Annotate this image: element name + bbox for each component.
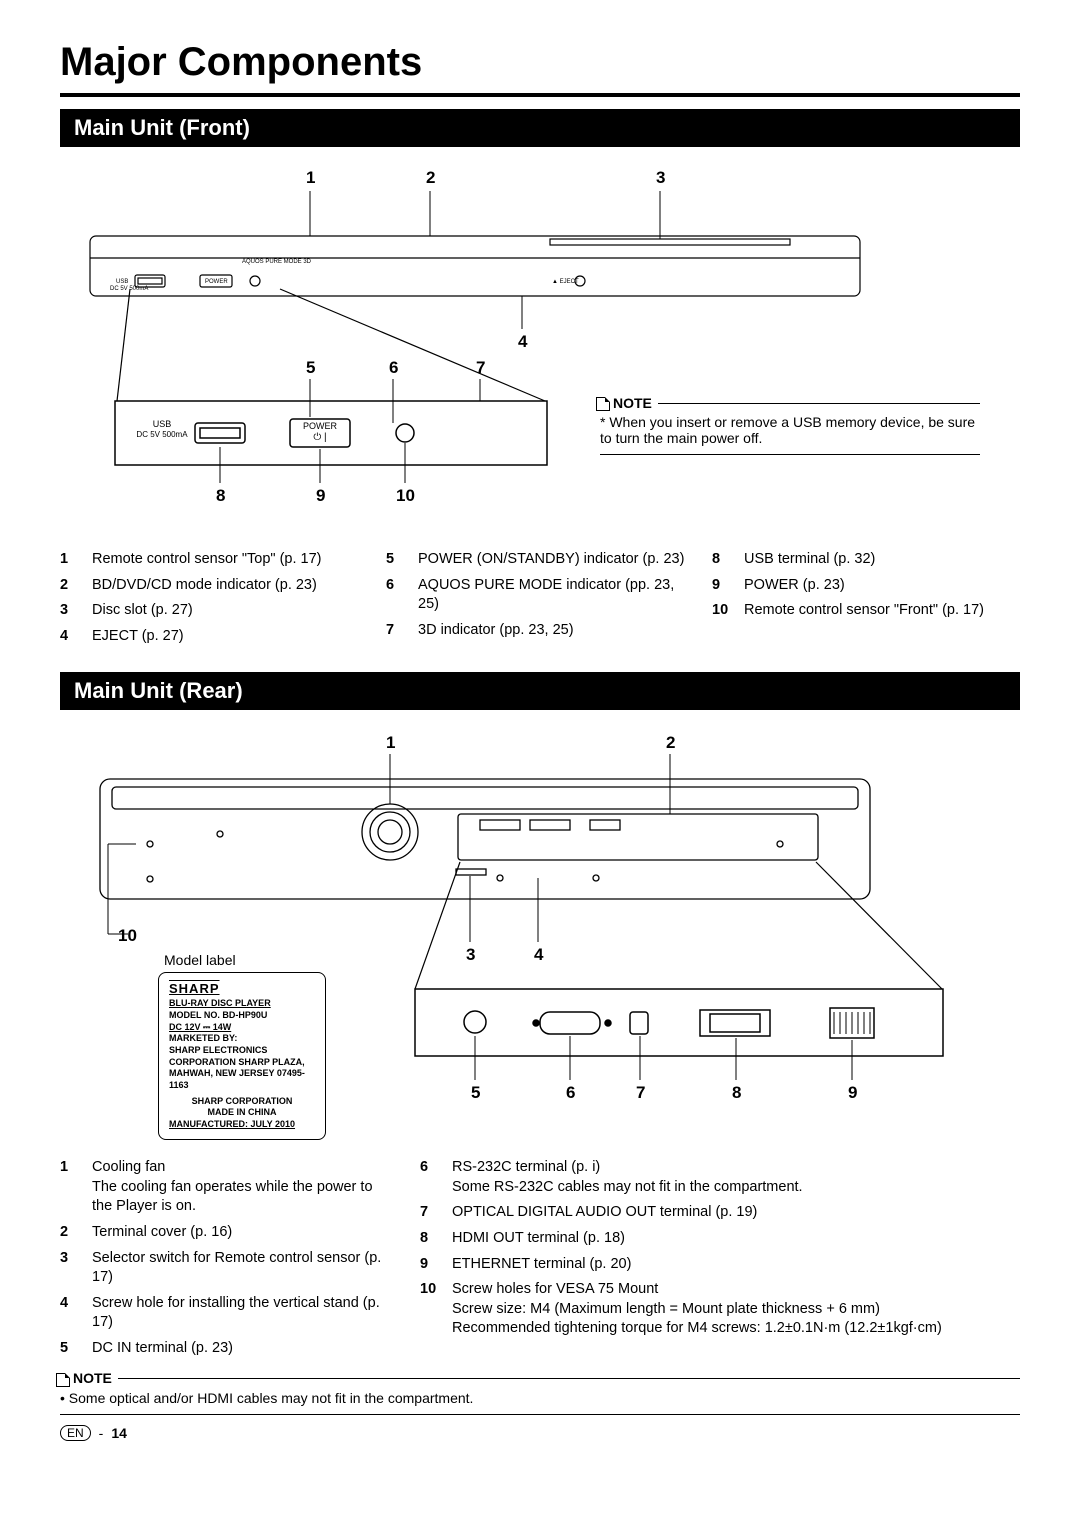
model-label-title: Model label — [164, 952, 326, 968]
front-note-box: NOTE * When you insert or remove a USB m… — [600, 403, 980, 455]
model-label: SHARP BLU-RAY DISC PLAYER MODEL NO. BD-H… — [158, 972, 326, 1139]
note-title: NOTE — [613, 395, 652, 411]
svg-text:6: 6 — [389, 358, 398, 377]
svg-text:5: 5 — [306, 358, 315, 377]
page-title: Major Components — [60, 40, 1020, 85]
svg-text:3: 3 — [466, 945, 475, 964]
svg-text:⏻ |: ⏻ | — [313, 432, 326, 443]
note-bullet: * — [600, 414, 605, 430]
section-header-front: Main Unit (Front) — [60, 109, 1020, 147]
svg-text:10: 10 — [396, 486, 415, 505]
note-icon — [596, 397, 610, 411]
page-number: 14 — [111, 1425, 127, 1441]
footer-dash: - — [99, 1425, 104, 1441]
note-title: NOTE — [73, 1370, 112, 1386]
front-num-3: 3 — [656, 168, 665, 187]
rear-note-box: NOTE • Some optical and/or HDMI cables m… — [60, 1378, 1020, 1414]
svg-text:5: 5 — [471, 1083, 480, 1102]
front-diagram: 1 2 3 4 USB DC 5V 500mA POWER AQUOS PURE… — [60, 161, 1020, 536]
svg-text:1: 1 — [386, 733, 395, 752]
front-note-text: When you insert or remove a USB memory d… — [600, 414, 975, 446]
note-icon — [56, 1373, 70, 1387]
front-legend: 1Remote control sensor "Top" (p. 17) 2BD… — [60, 550, 1020, 652]
front-num-4: 4 — [518, 332, 528, 351]
svg-text:9: 9 — [316, 486, 325, 505]
svg-text:USB: USB — [153, 419, 172, 429]
svg-text:9: 9 — [848, 1083, 857, 1102]
svg-text:6: 6 — [566, 1083, 575, 1102]
svg-text:▲ EJECT: ▲ EJECT — [552, 279, 579, 285]
section-header-rear: Main Unit (Rear) — [60, 672, 1020, 710]
svg-text:2: 2 — [666, 733, 675, 752]
rear-diagram: 1 2 3 4 10 5 6 7 — [60, 724, 1020, 1144]
front-num-2: 2 — [426, 168, 435, 187]
title-rule — [60, 93, 1020, 97]
svg-text:10: 10 — [118, 926, 137, 945]
rear-note-text: Some optical and/or HDMI cables may not … — [69, 1390, 474, 1406]
svg-text:USB: USB — [116, 279, 128, 285]
svg-text:4: 4 — [534, 945, 544, 964]
svg-text:7: 7 — [636, 1083, 645, 1102]
svg-text:7: 7 — [476, 358, 485, 377]
svg-text:POWER: POWER — [303, 421, 338, 431]
svg-text:AQUOS PURE MODE 3D: AQUOS PURE MODE 3D — [242, 259, 312, 265]
lang-badge: EN — [60, 1425, 91, 1441]
svg-text:8: 8 — [216, 486, 225, 505]
rear-legend: 1Cooling fanThe cooling fan operates whi… — [60, 1158, 1020, 1364]
svg-text:8: 8 — [732, 1083, 741, 1102]
front-num-1: 1 — [306, 168, 315, 187]
page-footer: EN - 14 — [60, 1425, 1020, 1441]
svg-text:POWER: POWER — [205, 279, 228, 285]
svg-text:DC 5V 500mA: DC 5V 500mA — [136, 430, 188, 439]
